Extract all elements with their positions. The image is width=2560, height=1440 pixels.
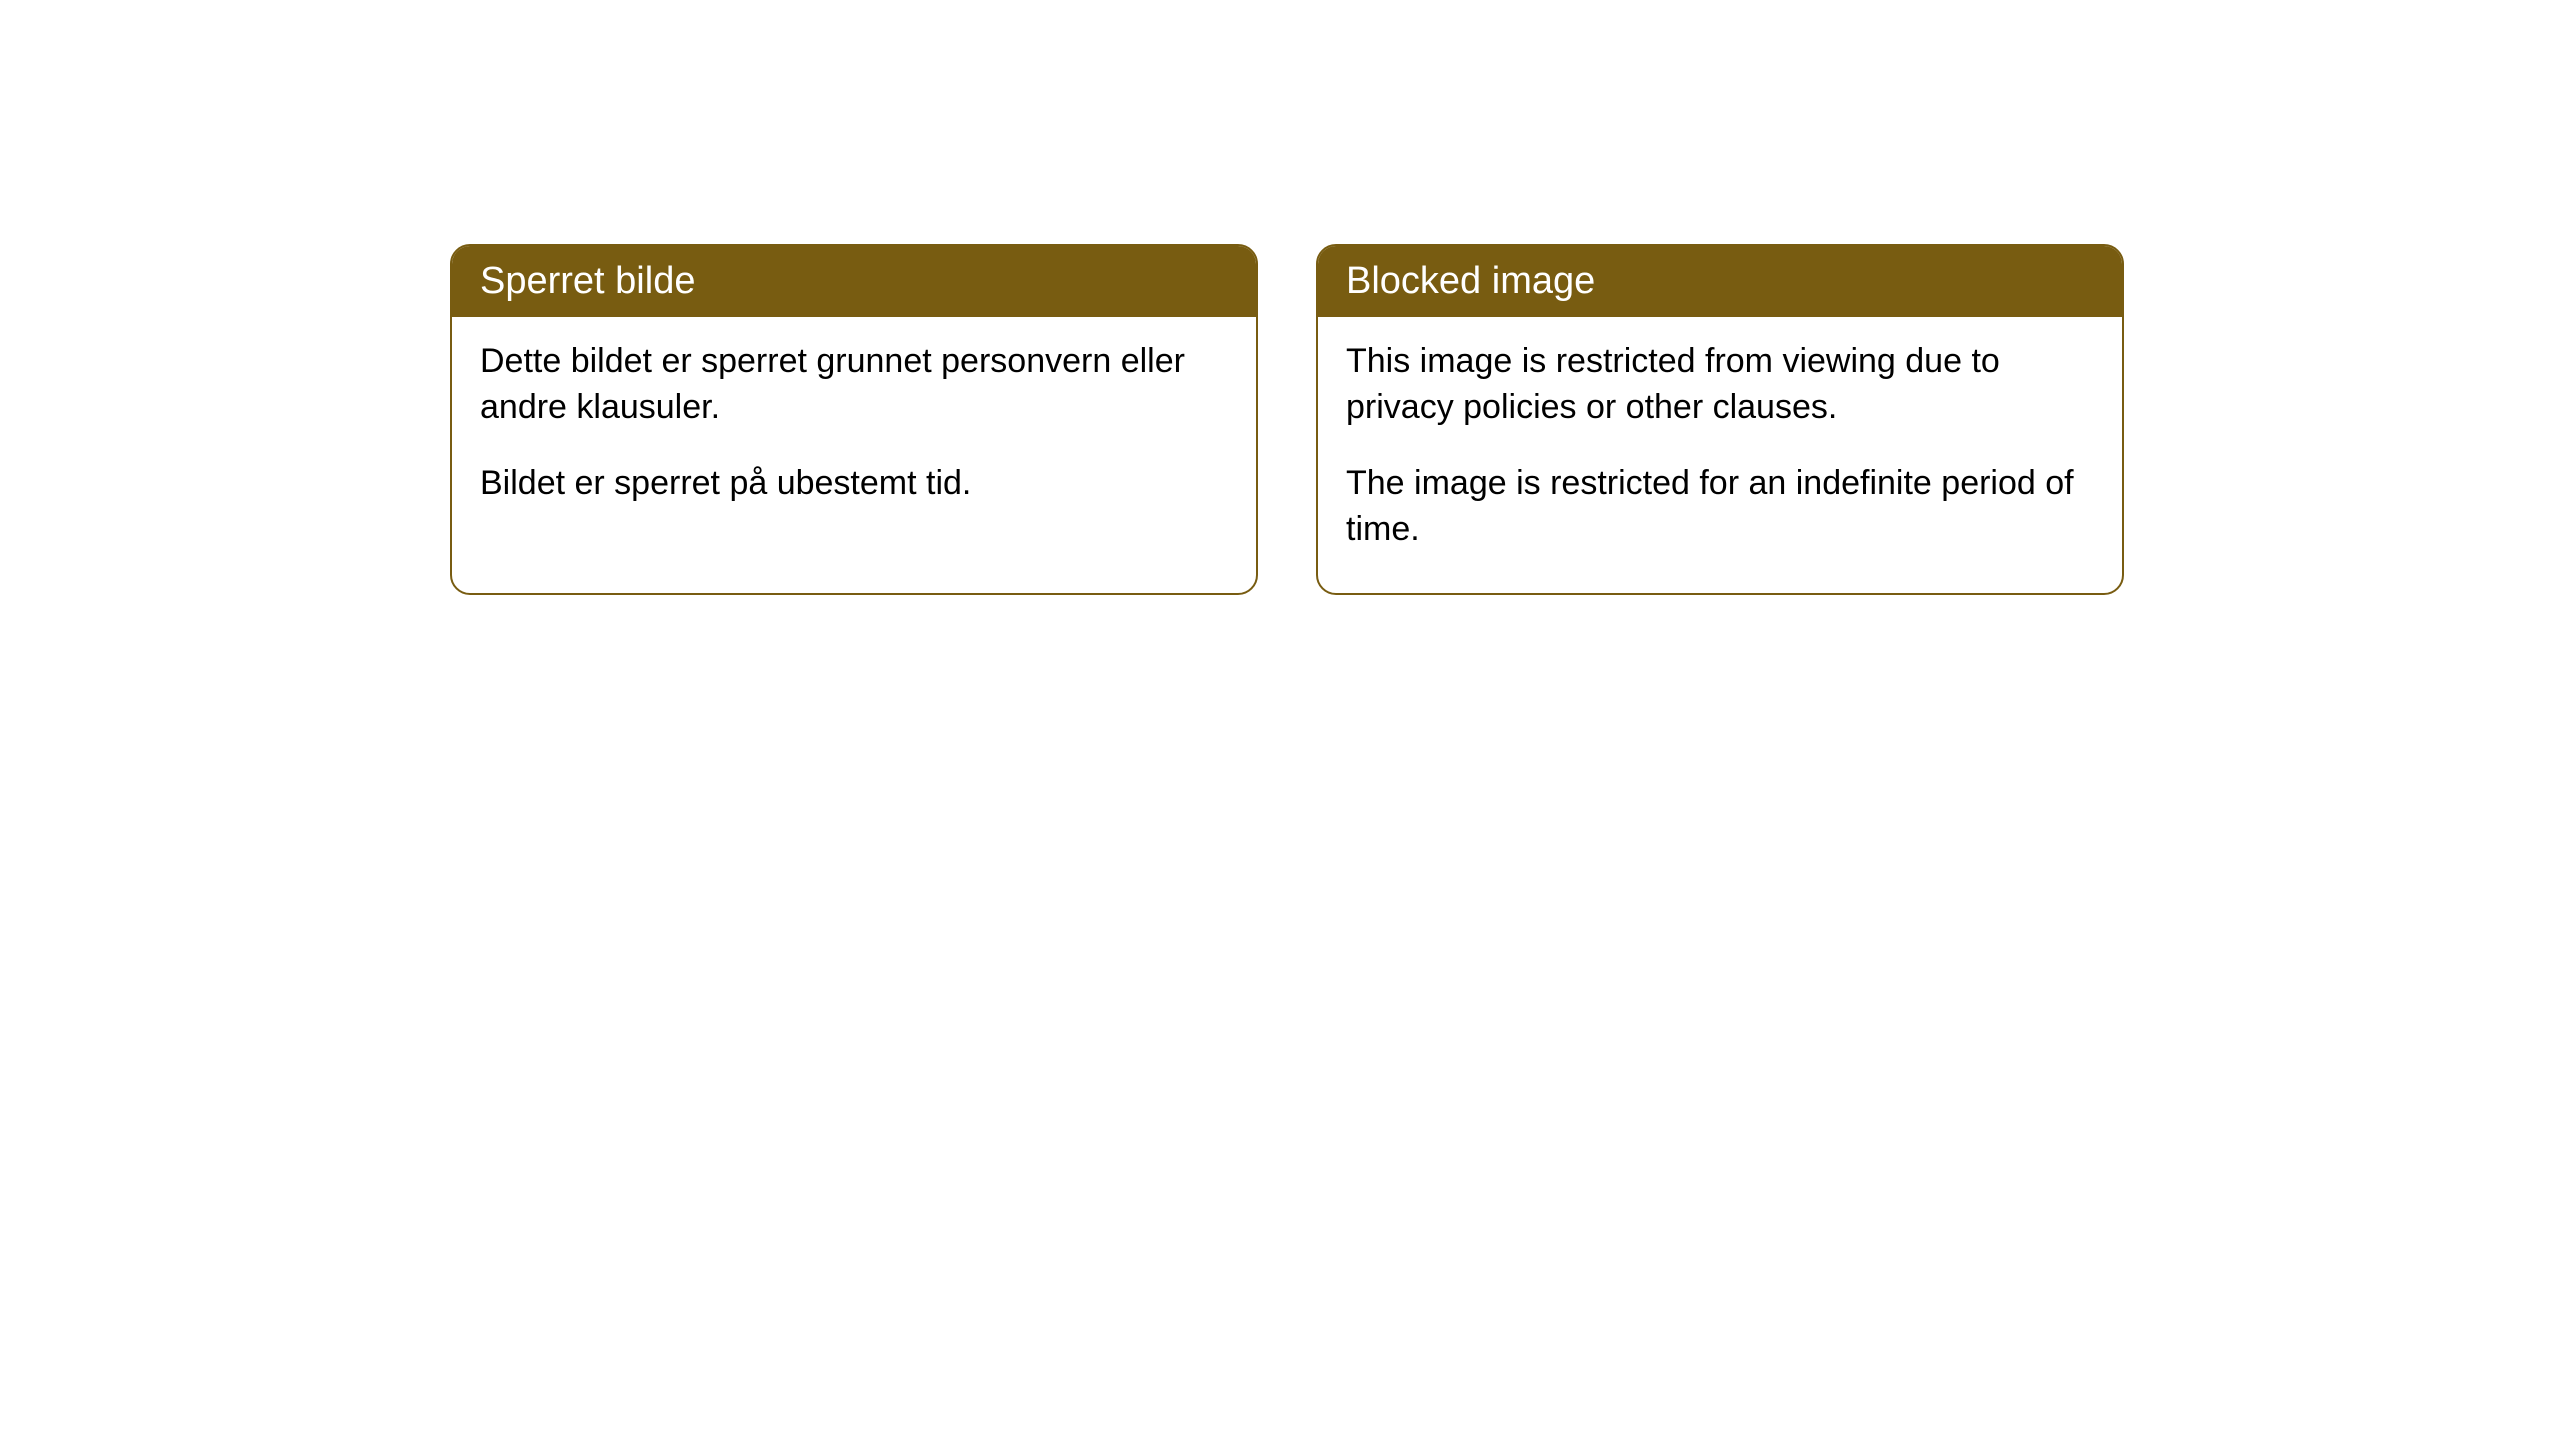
notice-para1-english: This image is restricted from viewing du… <box>1346 339 2094 431</box>
notice-card-norwegian: Sperret bilde Dette bildet er sperret gr… <box>450 244 1258 595</box>
notice-card-english: Blocked image This image is restricted f… <box>1316 244 2124 595</box>
notice-header-norwegian: Sperret bilde <box>452 246 1256 317</box>
notice-para1-norwegian: Dette bildet er sperret grunnet personve… <box>480 339 1228 431</box>
notice-body-norwegian: Dette bildet er sperret grunnet personve… <box>452 317 1256 547</box>
notice-body-english: This image is restricted from viewing du… <box>1318 317 2122 593</box>
notice-container: Sperret bilde Dette bildet er sperret gr… <box>450 244 2124 595</box>
notice-para2-norwegian: Bildet er sperret på ubestemt tid. <box>480 461 1228 507</box>
notice-para2-english: The image is restricted for an indefinit… <box>1346 461 2094 553</box>
notice-header-english: Blocked image <box>1318 246 2122 317</box>
